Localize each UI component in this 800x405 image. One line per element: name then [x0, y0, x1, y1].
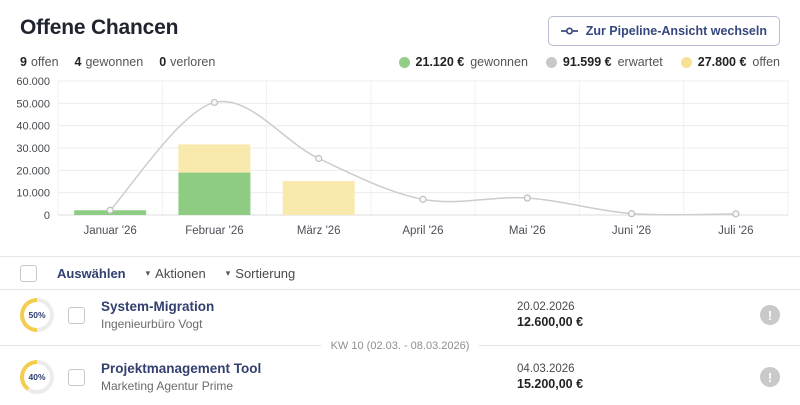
svg-text:Februar '26: Februar '26 [185, 225, 243, 237]
svg-text:Mai '26: Mai '26 [509, 225, 546, 237]
row-checkbox[interactable] [68, 306, 85, 324]
svg-text:40.000: 40.000 [16, 121, 50, 133]
pipeline-view-button-label: Zur Pipeline-Ansicht wechseln [585, 24, 767, 38]
svg-text:0: 0 [44, 210, 50, 222]
probability-donut: 50% [20, 298, 54, 332]
opportunity-date: 20.02.2026 [517, 301, 575, 313]
svg-text:50.000: 50.000 [16, 98, 50, 110]
chart-legend: 21.120 € gewonnen 91.599 € erwartet 27.800… [398, 55, 780, 69]
calendar-week-label: KW 10 (02.03. - 08.03.2026) [330, 339, 470, 352]
row-checkbox[interactable] [68, 368, 85, 386]
svg-text:30.000: 30.000 [16, 143, 50, 155]
svg-text:Januar '26: Januar '26 [83, 225, 136, 237]
svg-text:April '26: April '26 [402, 225, 443, 237]
list-toolbar: Auswählen ▾ Aktionen ▾ Sortierung [0, 256, 800, 290]
stat-lost: 0 verloren [159, 55, 216, 69]
pipeline-node-icon [560, 27, 578, 35]
opportunity-row: 40% Projektmanagement Tool Marketing Age… [0, 355, 800, 399]
opportunity-stats: 9 offen 4 gewonnen 0 verloren [20, 55, 215, 69]
stat-won: 4 gewonnen [74, 55, 144, 69]
forecast-chart-svg: 0 10.000 20.000 30.000 40.000 50.000 60.000 Jan… [16, 76, 789, 237]
chevron-down-icon: ▾ [225, 267, 231, 278]
calendar-week-divider: KW 10 (02.03. - 08.03.2026) [0, 339, 800, 352]
legend-dot-open [680, 56, 692, 68]
opportunity-amount: 15.200,00 € [517, 377, 584, 391]
opportunity-company: Marketing Agentur Prime [101, 379, 234, 394]
legend-dot-expected [545, 56, 557, 68]
sort-dropdown[interactable]: ▾ Sortierung [225, 265, 296, 281]
opportunity-amount: 12.600,00 € [517, 315, 584, 329]
page-title: Offene Chancen [20, 16, 179, 39]
legend-item-expected: 91.599 € erwartet [545, 55, 663, 69]
stat-open: 9 offen [20, 55, 59, 69]
svg-text:60.000: 60.000 [16, 76, 50, 88]
svg-text:20.000: 20.000 [16, 165, 50, 177]
meta-row: 9 offen 4 gewonnen 0 verloren 21.120 € gewon… [0, 46, 800, 69]
page-header: Offene Chancen Zur Pipeline-Ansicht wech… [0, 0, 800, 46]
alert-icon: ! [760, 367, 780, 387]
legend-item-won: 21.120 € gewonnen [398, 55, 528, 69]
probability-donut: 40% [20, 360, 54, 394]
opportunity-title-link[interactable]: Projektmanagement Tool [101, 360, 262, 376]
opportunity-company: Ingenieurbüro Vogt [101, 317, 203, 332]
svg-text:Juni '26: Juni '26 [612, 225, 651, 237]
forecast-chart: 0 10.000 20.000 30.000 40.000 50.000 60.000 Jan… [0, 75, 800, 248]
pipeline-view-button[interactable]: Zur Pipeline-Ansicht wechseln [547, 16, 780, 46]
actions-dropdown[interactable]: ▾ Aktionen [145, 265, 206, 281]
opportunity-row: 50% System-Migration Ingenieurbüro Vogt … [0, 293, 800, 337]
select-all-checkbox[interactable] [20, 264, 37, 282]
legend-item-open: 27.800 € offen [680, 55, 780, 69]
svg-text:März '26: März '26 [297, 225, 341, 237]
alert-icon: ! [760, 305, 780, 325]
opportunity-title-link[interactable]: System-Migration [101, 298, 215, 314]
select-dropdown[interactable]: Auswählen [57, 265, 126, 281]
legend-dot-won [398, 56, 410, 68]
svg-text:Juli '26: Juli '26 [718, 225, 753, 237]
chevron-down-icon: ▾ [145, 267, 151, 278]
svg-text:10.000: 10.000 [16, 188, 50, 200]
opportunity-date: 04.03.2026 [517, 363, 575, 375]
